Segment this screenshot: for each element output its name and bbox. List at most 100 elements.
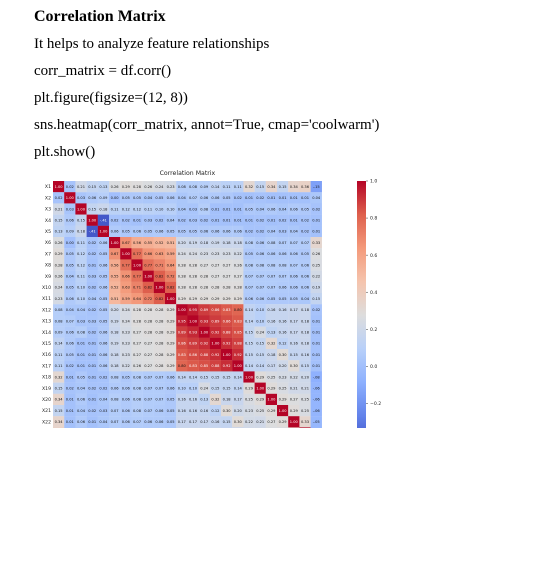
cell-annotation: 1.00 [111,241,120,245]
heatmap-cell [97,382,110,394]
heatmap-cell [232,382,244,394]
cell-annotation: 0.93 [189,331,197,335]
cell-annotation: 0.83 [234,319,242,323]
heatmap-cell [277,181,289,193]
heatmap-cell [254,315,266,327]
heatmap-cell [142,405,154,417]
cell-annotation: 0.06 [301,286,310,290]
y-tick-label: X14 [42,330,51,336]
cell-annotation: 0.15 [256,342,264,346]
heatmap-cell [209,304,222,316]
heatmap-cell [165,393,177,406]
cell-annotation: 0.06 [99,241,108,245]
heatmap-cell [299,315,311,327]
cell-annotation: 0.01 [88,342,96,346]
cell-annotation: 0.18 [267,353,276,357]
heatmap-cell [53,304,65,316]
heatmap-cell [232,214,244,226]
cell-annotation: 0.11 [77,241,85,245]
heatmap-cell [288,326,300,338]
cell-annotation: 0.04 [279,207,288,211]
cell-annotation: 0.04 [99,420,108,424]
cell-annotation: 0.29 [189,297,198,301]
heatmap-cell [142,393,154,406]
heatmap-cell [97,337,110,350]
cell-annotation: 0.04 [290,230,299,234]
cell-annotation: -.41 [100,219,107,223]
cell-annotation: 0.07 [290,263,298,267]
cell-annotation: 0.29 [211,297,220,301]
heatmap-cell [120,248,132,260]
heatmap-cell [209,416,222,428]
cell-annotation: 0.02 [111,219,119,223]
cell-annotation: 0.14 [55,342,64,346]
heatmap-cell [288,416,300,428]
heatmap-cell [176,281,188,294]
heatmap-cell [109,270,121,282]
heatmap-cell [53,259,65,271]
heatmap-cell [198,248,210,260]
heatmap-cell [232,181,244,193]
cell-annotation: 0.01 [88,420,96,424]
cell-annotation: 0.29 [290,409,299,413]
cell-annotation: 0.25 [256,409,264,413]
cell-annotation: 0.07 [279,275,287,279]
cell-annotation: 0.02 [66,364,74,368]
cell-annotation: 0.06 [99,286,108,290]
cell-annotation: 0.24 [122,319,131,323]
cell-annotation: 0.03 [77,319,85,323]
cell-annotation: 1.00 [189,319,198,323]
heatmap-cell [142,371,154,383]
heatmap-cell [187,214,199,226]
cell-annotation: 0.17 [234,398,242,402]
heatmap-cell [310,326,322,338]
heatmap-cell [221,337,233,350]
cell-annotation: 0.77 [133,275,141,279]
heatmap-cell [265,192,278,204]
cell-annotation: 0.06 [223,230,232,234]
cell-annotation: 0.22 [245,420,253,424]
cell-annotation: 0.01 [312,331,320,335]
cell-annotation: 0.06 [279,286,288,290]
cell-annotation: 0.05 [99,308,107,312]
heatmap-cell [209,337,222,350]
heatmap-cell [198,382,210,394]
heatmap-cell [109,214,121,226]
heatmap-cell [232,416,244,428]
heatmap-cell [243,281,255,294]
heatmap-cell [243,326,255,338]
heatmap-cell [254,225,266,238]
heatmap-cell [176,259,188,271]
code-line-figure: plt.figure(figsize=(12, 8)) [34,90,188,106]
heatmap-cell [277,270,289,282]
heatmap-cell [153,248,166,260]
cell-annotation: 0.01 [312,230,320,234]
cell-annotation: 0.06 [290,207,299,211]
y-tick-label: X8 [45,263,51,269]
cell-annotation: 0.23 [245,409,253,413]
cell-annotation: 0.28 [189,275,198,279]
cell-annotation: 0.51 [167,241,175,245]
heatmap-cell [198,326,210,338]
cell-annotation: 0.12 [77,263,85,267]
heatmap-cell [288,237,300,249]
cell-annotation: 0.86 [211,308,220,312]
cell-annotation: 0.92 [200,342,208,346]
cell-annotation: 0.01 [223,219,231,223]
cell-annotation: 0.06 [111,230,120,234]
cell-annotation: 0.07 [290,241,298,245]
heatmap-cell [109,304,121,316]
heatmap-cell [142,337,154,350]
heatmap-cell [265,225,278,238]
cell-annotation: 0.11 [77,275,85,279]
cell-annotation: 0.14 [256,364,265,368]
cell-annotation: 1.00 [122,252,131,256]
heatmap-cell [198,315,210,327]
heatmap-cell [209,225,222,238]
cell-annotation: 0.28 [178,263,187,267]
cell-annotation: 0.85 [234,331,242,335]
heatmap-cell [142,225,154,238]
cell-annotation: 0.02 [88,241,96,245]
heatmap-cell [142,304,154,316]
heatmap-cell [310,393,322,406]
